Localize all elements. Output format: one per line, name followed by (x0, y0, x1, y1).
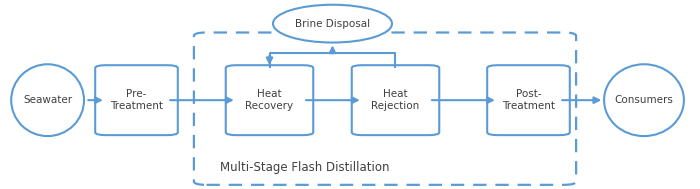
Text: Multi-Stage Flash Distillation: Multi-Stage Flash Distillation (220, 161, 389, 174)
FancyBboxPatch shape (351, 65, 440, 135)
Text: Heat
Recovery: Heat Recovery (246, 89, 293, 111)
FancyBboxPatch shape (225, 65, 314, 135)
FancyBboxPatch shape (487, 65, 570, 135)
Text: Pre-
Treatment: Pre- Treatment (110, 89, 163, 111)
Text: Consumers: Consumers (615, 95, 673, 105)
Ellipse shape (604, 64, 684, 136)
Ellipse shape (11, 64, 84, 136)
Text: Seawater: Seawater (23, 95, 72, 105)
Text: Brine Disposal: Brine Disposal (295, 19, 370, 29)
FancyBboxPatch shape (95, 65, 178, 135)
Ellipse shape (273, 5, 392, 43)
Text: Post-
Treatment: Post- Treatment (502, 89, 555, 111)
Text: Heat
Rejection: Heat Rejection (372, 89, 419, 111)
